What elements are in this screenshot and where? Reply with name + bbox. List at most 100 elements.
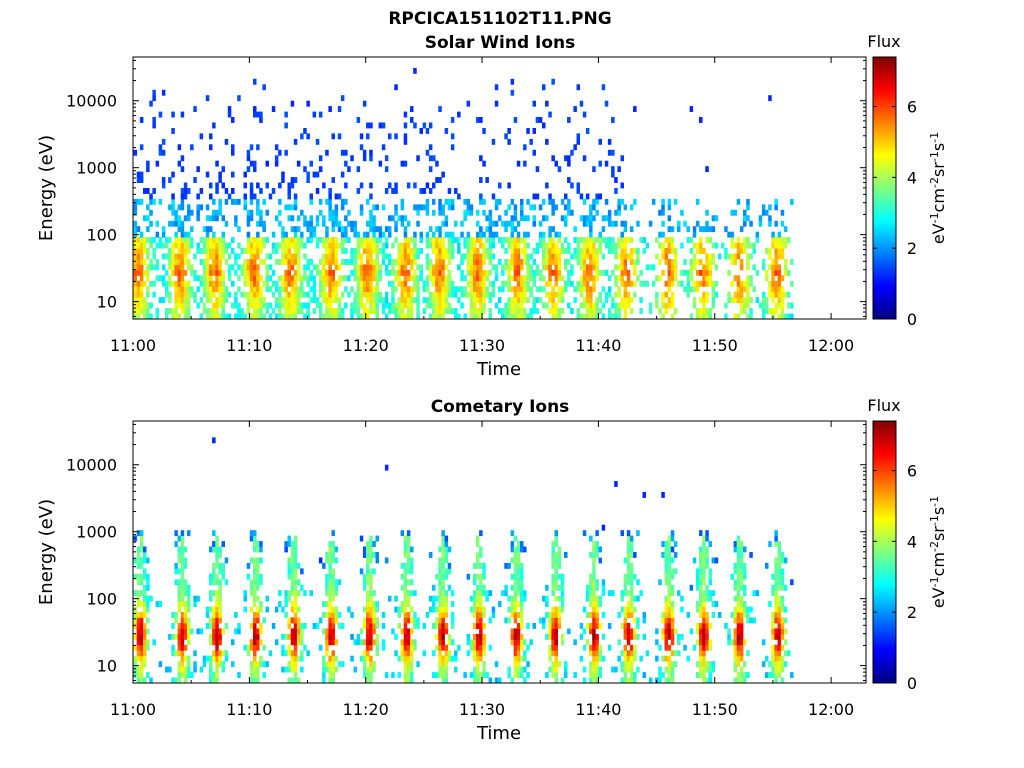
heatmap-cell — [281, 226, 285, 233]
heatmap-cell — [450, 286, 455, 293]
heatmap-cell — [520, 655, 524, 662]
heatmap-cell — [199, 313, 204, 320]
heatmap-cell — [491, 138, 496, 145]
heatmap-cell — [648, 302, 653, 309]
heatmap-cell — [174, 617, 178, 624]
heatmap-cell — [372, 264, 376, 271]
heatmap-cell — [595, 655, 599, 662]
heatmap-cell — [435, 617, 439, 624]
heatmap-cell — [463, 198, 467, 205]
heatmap-cell — [158, 149, 163, 156]
heatmap-cell — [589, 590, 593, 597]
heatmap-cell — [466, 633, 471, 640]
heatmap-cell — [585, 264, 590, 271]
heatmap-cell — [444, 302, 449, 309]
heatmap-cell — [381, 297, 386, 304]
heatmap-cell — [253, 562, 257, 569]
heatmap-cell — [306, 171, 310, 178]
heatmap-cell — [460, 302, 464, 309]
heatmap-cell — [482, 308, 486, 314]
heatmap-cell — [636, 579, 640, 586]
heatmap-cell — [287, 633, 291, 640]
heatmap-cell — [501, 269, 505, 276]
heatmap-cell — [532, 269, 536, 276]
heatmap-cell — [136, 171, 141, 178]
heatmap-cell — [161, 149, 166, 156]
heatmap-cell — [306, 308, 310, 314]
heatmap-cell — [623, 253, 628, 260]
heatmap-cell — [406, 590, 411, 597]
heatmap-cell — [774, 562, 778, 569]
heatmap-cell — [469, 313, 474, 320]
heatmap-cell — [513, 286, 518, 293]
heatmap-cell — [249, 253, 254, 260]
heatmap-cell — [510, 601, 515, 607]
heatmap-cell — [215, 601, 219, 607]
heatmap-cell — [215, 253, 219, 260]
heatmap-cell — [212, 590, 216, 597]
heatmap-cell — [526, 623, 530, 629]
heatmap-cell — [510, 237, 515, 243]
heatmap-cell — [479, 628, 483, 635]
heatmap-cell — [318, 291, 323, 298]
heatmap-cell — [664, 601, 668, 607]
heatmap-cell — [479, 177, 483, 183]
heatmap-cell — [780, 297, 785, 304]
heatmap-cell — [790, 259, 794, 265]
heatmap-cell — [300, 655, 304, 662]
heatmap-cell — [626, 237, 631, 243]
heatmap-cell — [567, 242, 571, 249]
heatmap-cell — [774, 584, 778, 591]
heatmap-cell — [705, 557, 709, 564]
heatmap-cell — [202, 248, 207, 254]
heatmap-cell — [724, 226, 728, 233]
heatmap-cell — [403, 579, 408, 586]
heatmap-cell — [290, 677, 295, 684]
heatmap-cell — [585, 291, 590, 298]
heatmap-cell — [670, 677, 675, 684]
heatmap-cell — [460, 253, 464, 260]
heatmap-cell — [202, 226, 207, 233]
heatmap-cell — [366, 237, 370, 243]
heatmap-cell — [397, 612, 401, 618]
heatmap-cell — [450, 291, 455, 298]
heatmap-cell — [187, 313, 191, 320]
heatmap-cell — [667, 297, 672, 304]
heatmap-cell — [183, 188, 188, 194]
heatmap-cell — [570, 269, 574, 276]
heatmap-cell — [274, 639, 279, 646]
heatmap-cell — [193, 650, 197, 657]
heatmap-cell — [133, 308, 138, 314]
heatmap-cell — [259, 111, 263, 118]
heatmap-cell — [601, 524, 606, 531]
heatmap-cell — [180, 617, 185, 624]
heatmap-cell — [557, 308, 562, 314]
heatmap-cell — [202, 280, 207, 287]
heatmap-cell — [174, 253, 178, 260]
heatmap-cell — [180, 623, 185, 629]
heatmap-cell — [510, 633, 515, 640]
heatmap-cell — [146, 166, 150, 173]
heatmap-cell — [520, 568, 524, 575]
heatmap-cell — [293, 308, 298, 314]
heatmap-cell — [331, 291, 335, 298]
heatmap-cell — [529, 269, 533, 276]
heatmap-cell — [278, 601, 282, 607]
heatmap-cell — [403, 552, 408, 558]
heatmap-cell — [403, 259, 408, 265]
heatmap-cell — [369, 535, 373, 542]
heatmap-cell — [667, 552, 672, 558]
heatmap-cell — [165, 242, 169, 249]
heatmap-cell — [466, 237, 471, 243]
y-axis-cometary: 10 100 1000 10000 — [66, 423, 866, 681]
heatmap-cell — [774, 655, 778, 662]
heatmap-cell — [447, 286, 452, 293]
heatmap-cell — [353, 253, 357, 260]
heatmap-cell — [507, 280, 511, 287]
heatmap-cell — [736, 590, 741, 597]
heatmap-cell — [695, 248, 700, 254]
heatmap-cell — [582, 259, 587, 265]
heatmap-cell — [205, 264, 210, 271]
heatmap-cell — [705, 253, 709, 260]
heatmap-cell — [780, 661, 785, 668]
